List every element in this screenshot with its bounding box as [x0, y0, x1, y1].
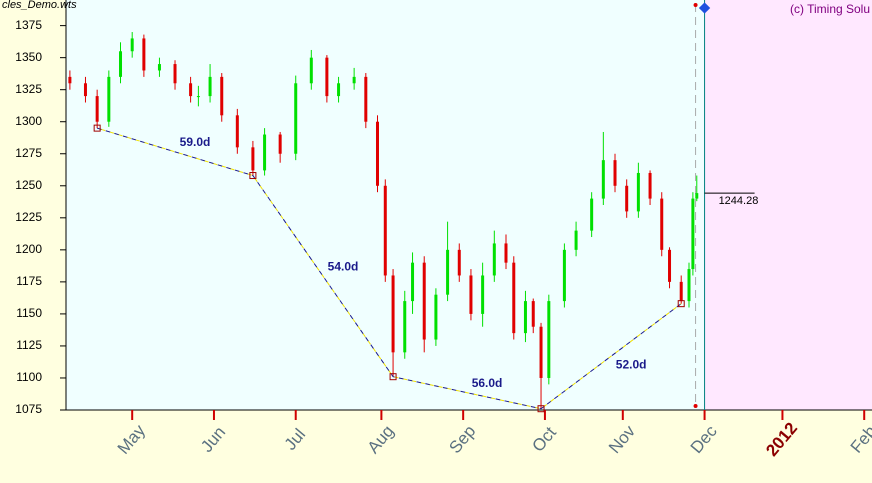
y-tick-label: 1350	[15, 50, 42, 64]
y-tick-label: 1275	[15, 146, 42, 160]
x-tick-label: Dec	[687, 421, 721, 457]
pivot-marker	[93, 124, 101, 132]
candle-body	[625, 185, 629, 212]
candle-body	[539, 326, 543, 378]
candle-body	[95, 96, 99, 122]
candle-body	[457, 249, 461, 276]
candle-body	[337, 83, 341, 97]
future-area	[704, 0, 872, 410]
candle-body	[547, 301, 551, 378]
candle-body	[481, 275, 485, 314]
candle-body	[235, 115, 239, 148]
x-tick-label: Jul	[281, 425, 310, 454]
y-tick-label: 1150	[16, 306, 42, 320]
candle-body	[691, 198, 695, 270]
cycle-line	[97, 127, 682, 410]
candle-body	[251, 147, 255, 171]
x-tick-label: Jun	[197, 423, 229, 456]
cycle-label: 52.0d	[616, 357, 647, 371]
candle-body	[574, 230, 578, 250]
candle-body	[679, 281, 683, 302]
candle-body	[648, 172, 652, 199]
x-tick-label: Feb	[847, 422, 872, 457]
x-tick-label: Oct	[528, 423, 560, 456]
cycle-label: 59.0d	[180, 135, 211, 149]
candle-body	[142, 38, 146, 71]
y-tick-label: 1100	[16, 370, 42, 384]
x-tick-label: May	[114, 421, 150, 458]
candle-body	[687, 269, 691, 302]
candle-body	[590, 198, 594, 231]
candle-body	[660, 198, 664, 250]
candle-body	[352, 76, 356, 84]
pivot-marker	[389, 373, 397, 381]
candle-body	[157, 64, 161, 71]
pivot-marker	[537, 405, 545, 413]
marker-dot	[693, 3, 698, 7]
candle-body	[220, 76, 224, 116]
candle-body	[309, 57, 313, 84]
cycle-label: 54.0d	[328, 259, 359, 273]
candle-body	[294, 83, 298, 154]
candle-body	[375, 121, 379, 186]
candle-body	[668, 249, 672, 282]
candle-body	[364, 76, 368, 122]
candle-body	[613, 160, 617, 186]
candle-body	[119, 51, 123, 77]
y-tick-label: 1125	[16, 338, 42, 352]
candle-body	[562, 249, 566, 302]
candle-body	[107, 76, 111, 122]
candle-body	[523, 301, 527, 334]
y-tick-label: 1375	[15, 18, 42, 32]
candle-body	[278, 134, 282, 154]
y-tick-label: 1075	[15, 402, 42, 416]
candle-body	[208, 76, 212, 97]
candle-body	[422, 262, 426, 340]
y-tick-label: 1300	[15, 114, 42, 128]
candle-body	[695, 193, 699, 199]
x-tick-label: 2012	[762, 419, 801, 460]
y-tick-label: 1250	[15, 178, 42, 192]
candle-body	[403, 301, 407, 353]
x-tick-label: Sep	[445, 422, 479, 457]
y-tick-label: 1225	[15, 210, 42, 224]
candle-body	[196, 96, 200, 98]
candle-body	[68, 76, 72, 84]
candle-body	[531, 301, 535, 327]
candle-body	[434, 294, 438, 340]
candle-body	[189, 83, 193, 97]
pivot-marker	[677, 300, 685, 308]
candle-body	[411, 262, 415, 302]
copyright: (c) Timing Solu	[790, 2, 870, 16]
candle-body	[130, 38, 134, 52]
candle-body	[173, 64, 177, 84]
y-tick-label: 1325	[15, 82, 42, 96]
candle-body	[504, 243, 508, 263]
candle-body	[636, 172, 640, 212]
candle-body	[446, 249, 450, 295]
file-title: cles_Demo.wts	[2, 0, 77, 11]
candle-body	[325, 57, 329, 97]
candle-body	[512, 262, 516, 334]
candle-body	[391, 275, 395, 353]
candle-body	[83, 83, 87, 97]
x-tick-label: Aug	[364, 422, 398, 457]
marker-dot	[693, 404, 698, 408]
x-tick-label: Nov	[605, 421, 639, 457]
y-tick-label: 1200	[15, 242, 42, 256]
candle-body	[492, 243, 496, 276]
candle-body	[263, 134, 267, 171]
last-price-label: 1244.28	[719, 195, 759, 207]
y-tick-label: 1175	[16, 274, 42, 288]
pivot-marker	[249, 172, 257, 180]
cycle-label: 56.0d	[472, 376, 503, 390]
candle-body	[469, 275, 473, 314]
candle-body	[383, 185, 387, 276]
cycle-line-yellow	[97, 127, 682, 410]
candle-body	[601, 160, 605, 199]
